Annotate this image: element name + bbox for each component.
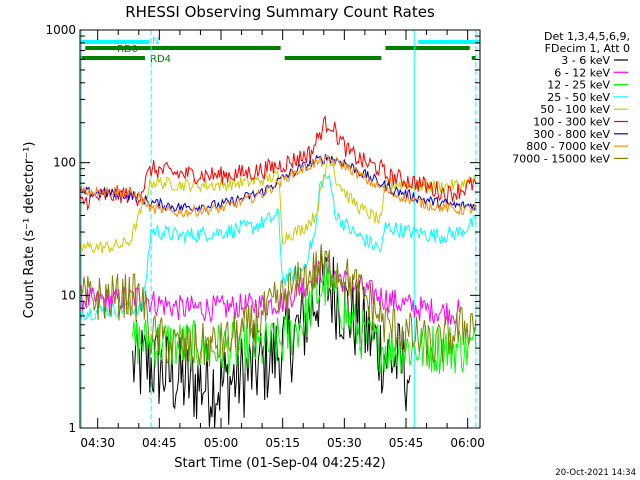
x-tick-label: 05:45 — [389, 436, 424, 450]
legend-entry-label: 300 - 800 keV — [533, 128, 610, 141]
series-line-8 — [79, 154, 477, 218]
flag-rd4-segment-3 — [471, 56, 476, 60]
plot-area — [79, 30, 477, 429]
legend-header-line-2: FDecim 1, Att 0 — [545, 42, 630, 55]
legend-entry-label: 3 - 6 keV — [561, 54, 610, 67]
legend-entry-label: 12 - 25 keV — [547, 79, 610, 92]
series-line-6 — [79, 114, 477, 212]
chart-title: RHESSI Observing Summary Count Rates — [125, 3, 435, 21]
plot-frame — [79, 29, 481, 429]
flag-rd4-segment-1 — [80, 56, 145, 60]
legend-entry-label: 6 - 12 keV — [554, 66, 610, 79]
series-line-9 — [79, 244, 477, 367]
legend-entry-label: 25 - 50 keV — [547, 91, 610, 104]
series-line-5 — [79, 156, 477, 254]
legend-entry-label: 7000 - 15000 keV — [512, 152, 610, 165]
legend: Det 1,3,4,5,6,9,FDecim 1, Att 03 - 6 keV… — [512, 30, 630, 165]
timestamp: 20-Oct-2021 14:34 — [555, 468, 636, 478]
x-tick-label: 04:30 — [80, 436, 115, 450]
flag-rd0-segment-1 — [85, 46, 281, 50]
flag-bars: N RD0 RD4 — [80, 36, 480, 65]
series-line-1 — [132, 246, 411, 429]
legend-entry-label: 800 - 7000 keV — [526, 140, 610, 153]
y-tick-label: 1000 — [45, 23, 76, 37]
legend-entry-label: 100 - 300 keV — [533, 116, 610, 129]
flag-label-rd4: RD4 — [150, 54, 171, 65]
flag-label-rd0: RD0 — [117, 44, 138, 55]
x-tick-label: 05:00 — [204, 436, 239, 450]
x-axis-label: Start Time (01-Sep-04 04:25:42) — [174, 456, 385, 471]
y-tick-label: 10 — [61, 288, 76, 302]
flag-rd0-segment-2 — [385, 46, 470, 50]
series-line-4 — [79, 173, 477, 321]
x-tick-label: 04:45 — [142, 436, 177, 450]
x-tick-label: 05:30 — [327, 436, 362, 450]
y-tick-label: 1 — [68, 421, 76, 435]
axes: 1 10 100 1000 04:30 04:45 05:00 05:15 05:30 05:45… — [45, 23, 485, 450]
flag-rd4-segment-2 — [284, 56, 382, 60]
flag-n-segment-1 — [80, 40, 150, 44]
flag-label-n: N — [152, 36, 159, 47]
y-tick-label: 100 — [53, 156, 76, 170]
y-axis-label: Count Rate (s⁻¹ detector⁻¹) — [22, 142, 37, 319]
legend-header-line-1: Det 1,3,4,5,6,9, — [544, 30, 630, 43]
legend-entry-label: 50 - 100 keV — [540, 103, 610, 116]
flag-n-segment-2 — [418, 40, 480, 44]
x-tick-label: 05:15 — [265, 436, 300, 450]
series-line-7 — [79, 153, 477, 213]
x-tick-label: 06:00 — [450, 436, 485, 450]
